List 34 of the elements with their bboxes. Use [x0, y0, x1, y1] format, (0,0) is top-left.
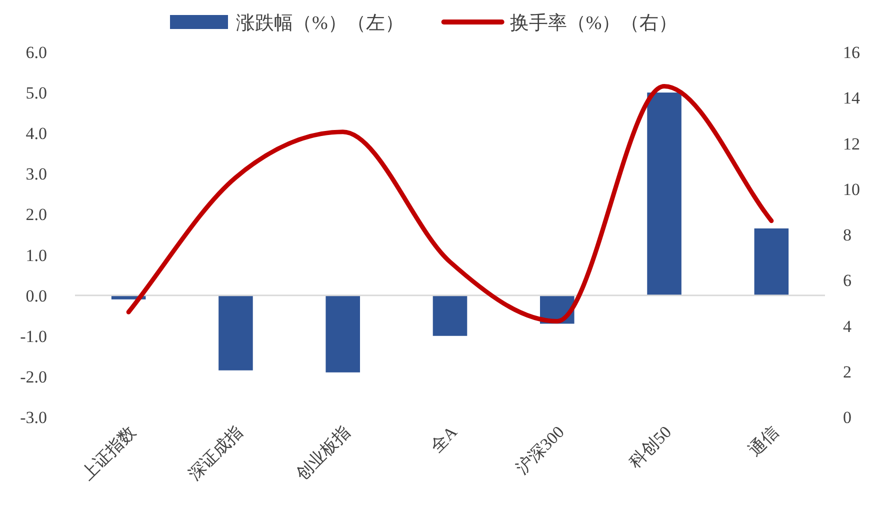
y-tick-label: -2.0 [20, 367, 47, 386]
x-tick-label: 深证成指 [185, 422, 247, 484]
y-tick-label: -1.0 [20, 326, 47, 346]
y2-tick-label: 2 [843, 362, 852, 382]
y2-tick-label: 16 [843, 43, 860, 62]
y-tick-label: 2.0 [26, 205, 47, 224]
y2-tick-label: 8 [843, 226, 852, 244]
bar [432, 295, 468, 336]
bar [218, 295, 253, 370]
y-tick-label: 4.0 [26, 124, 47, 144]
y-tick-label: 0.0 [26, 286, 47, 306]
y2-tick-label: 12 [843, 134, 860, 154]
x-tick-label: 通信 [744, 422, 782, 460]
y2-tick-label: 0 [843, 408, 852, 427]
y-tick-label: 3.0 [26, 164, 47, 184]
x-tick-label: 沪深300 [512, 422, 568, 478]
y-tick-label: 6.0 [26, 43, 47, 62]
y-tick-label: 5.0 [26, 84, 47, 103]
y-tick-label: 1.0 [26, 246, 47, 265]
y2-tick-label: 6 [843, 271, 852, 290]
y2-tick-label: 10 [843, 180, 860, 199]
bar [326, 295, 360, 372]
legend-label: 涨跌幅（%）（左） [236, 13, 404, 34]
x-tick-label: 科创50 [626, 422, 676, 472]
legend-label: 换手率（%）（右） [510, 12, 678, 34]
y2-tick-label: 14 [843, 88, 860, 108]
x-tick-label: 创业板指 [292, 422, 354, 484]
line-series [126, 84, 774, 324]
bar [647, 92, 682, 296]
x-tick-label: 全A [426, 422, 462, 457]
y2-tick-label: 4 [843, 316, 852, 336]
x-tick-label: 上证指数 [78, 422, 140, 484]
y-tick-label: -3.0 [20, 408, 47, 427]
bar [754, 228, 789, 296]
